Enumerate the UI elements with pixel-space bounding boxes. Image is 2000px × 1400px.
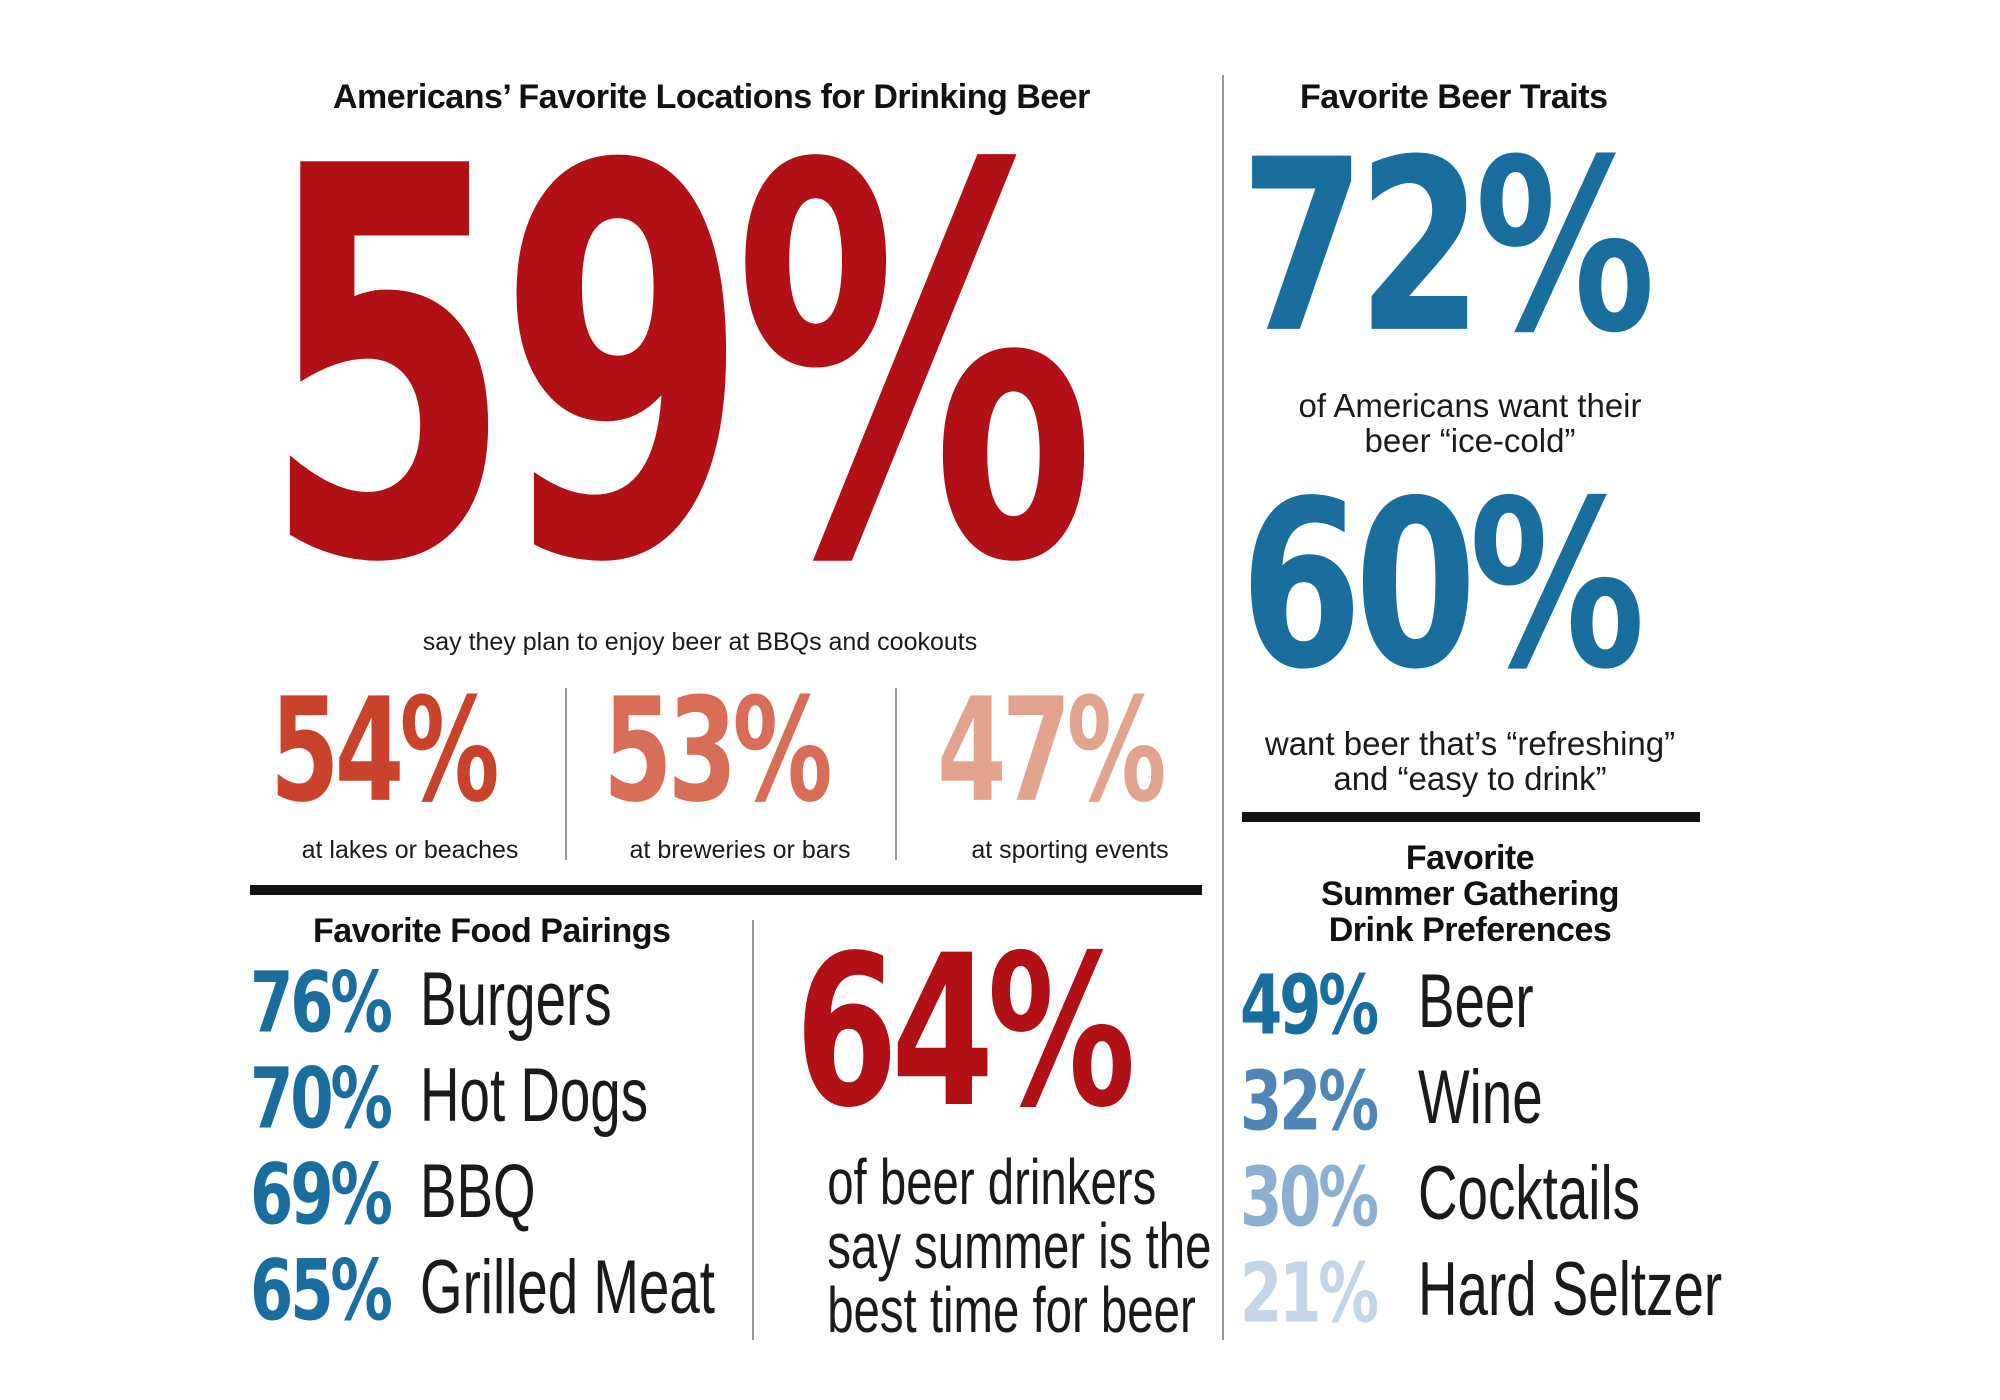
traits-stat2: 60% (1240, 451, 1645, 720)
summer-caption: of beer drinkers say summer is the best … (770, 1146, 1212, 1346)
food-label: BBQ (420, 1149, 536, 1234)
summer-caption-line: say summer is the (827, 1210, 1212, 1282)
summer-stat: 64% (795, 910, 1136, 1154)
location-stat-label: at lakes or beaches (301, 836, 519, 864)
drink-label: Wine (1418, 1055, 1543, 1140)
food-item: 76% Burgers (250, 960, 612, 1047)
location-stat-3: 47% (937, 667, 1217, 840)
drink-item: 32% Wine (1240, 1057, 1543, 1143)
traits-title: Favorite Beer Traits (1300, 78, 1608, 116)
drink-item: 49% Beer (1240, 961, 1534, 1047)
column-divider (1222, 75, 1224, 1340)
traits-stat1: 72% (1240, 108, 1655, 386)
main-stat-wrap: 59% (262, 55, 1222, 682)
traits-caption2: want beer that’s “refreshing” and “easy … (1264, 725, 1676, 797)
location-stat-value: 54% (270, 667, 500, 835)
food-value: 70% (250, 1050, 393, 1148)
food-label: Burgers (420, 957, 612, 1042)
location-stat-label: at sporting events (971, 836, 1169, 864)
divider (895, 688, 897, 860)
locations-title: Americans’ Favorite Locations for Drinki… (333, 78, 1090, 116)
food-label: Grilled Meat (420, 1245, 715, 1330)
food-value: 76% (250, 954, 393, 1052)
summer-stat-wrap: 64% (795, 910, 1195, 1154)
main-caption: say they plan to enjoy beer at BBQs and … (422, 628, 978, 656)
location-stat-value: 53% (603, 667, 833, 835)
drinks-list: 49% Beer 32% Wine 30% Cocktails 21% Hard… (1240, 961, 1722, 1342)
food-value: 65% (250, 1242, 393, 1340)
drink-value: 49% (1240, 956, 1379, 1053)
drink-item: 21% Hard Seltzer (1240, 1249, 1722, 1335)
location-stat-label: at breweries or bars (629, 836, 851, 864)
drink-label: Hard Seltzer (1418, 1247, 1723, 1332)
section-rule (1242, 812, 1700, 822)
divider (752, 920, 754, 1340)
drink-item: 30% Cocktails (1240, 1153, 1640, 1239)
location-stat-value: 47% (937, 667, 1167, 835)
drinks-title-line: Favorite (1405, 839, 1535, 877)
drinks-title: Favorite Summer Gathering Drink Preferen… (1250, 840, 1690, 948)
traits-caption1: of Americans want their beer “ice-cold” (1298, 387, 1642, 459)
drinks-title-line: Drink Preferences (1328, 911, 1612, 949)
food-title: Favorite Food Pairings (313, 912, 671, 950)
location-stat-2: 53% (603, 667, 883, 840)
main-stat: 59% (262, 55, 1096, 682)
drink-value: 21% (1240, 1244, 1379, 1341)
drink-value: 30% (1240, 1148, 1379, 1245)
summer-caption-line: best time for beer (827, 1274, 1196, 1346)
drinks-title-line: Summer Gathering (1320, 875, 1620, 913)
section-rule (250, 885, 1202, 895)
drink-label: Beer (1418, 959, 1534, 1044)
location-stat-1: 54% (270, 667, 550, 840)
food-item: 65% Grilled Meat (250, 1248, 715, 1335)
traits-stat1-wrap: 72% (1240, 128, 1710, 388)
food-list: 76% Burgers 70% Hot Dogs 69% BBQ 65% Gri… (250, 960, 750, 1340)
drink-value: 32% (1240, 1052, 1379, 1149)
summer-caption-line: of beer drinkers (827, 1146, 1157, 1218)
divider (565, 688, 567, 860)
traits-stat2-wrap: 60% (1240, 470, 1710, 720)
food-value: 69% (250, 1146, 393, 1244)
food-item: 70% Hot Dogs (250, 1056, 648, 1143)
food-label: Hot Dogs (420, 1053, 649, 1138)
food-item: 69% BBQ (250, 1152, 536, 1239)
drink-label: Cocktails (1418, 1151, 1640, 1236)
